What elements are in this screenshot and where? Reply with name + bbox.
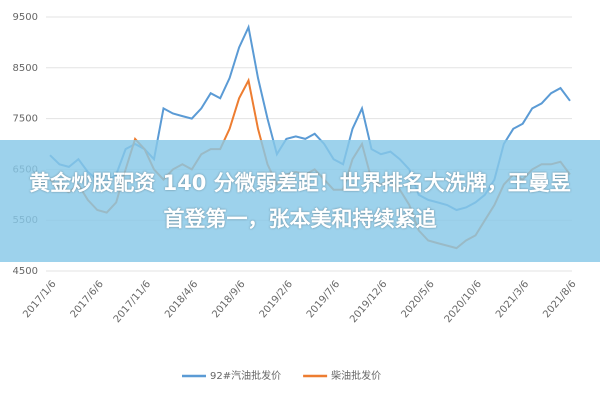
x-tick-label: 2020/5/6 (399, 279, 436, 320)
x-tick-label: 2019/2/6 (258, 279, 295, 320)
x-tick-label: 2018/9/6 (210, 279, 247, 320)
x-tick-label: 2017/1/6 (21, 279, 58, 320)
y-tick-label: 8500 (13, 63, 38, 74)
x-tick-label: 2021/8/6 (541, 279, 578, 320)
y-tick-label: 7500 (13, 114, 38, 125)
y-tick-label: 4500 (13, 266, 38, 277)
headline-banner: 黄金炒股配资 140 分微弱差距！世界排名大洗牌，王曼昱首登第一，张本美和持续紧… (0, 140, 600, 262)
x-tick-label: 2017/11/6 (112, 279, 153, 325)
x-tick-label: 2021/3/6 (494, 279, 531, 320)
legend-label: 柴油批发价 (331, 369, 381, 382)
x-tick-label: 2017/6/6 (69, 279, 106, 320)
headline: 黄金炒股配资 140 分微弱差距！世界排名大洗牌，王曼昱首登第一，张本美和持续紧… (29, 171, 571, 231)
x-tick-label: 2019/12/6 (348, 279, 389, 325)
x-tick-label: 2018/4/6 (163, 279, 200, 320)
x-tick-label: 2019/7/6 (305, 279, 342, 320)
x-tick-label: 2020/10/6 (443, 279, 484, 325)
legend-label: 92#汽油批发价 (210, 369, 281, 382)
y-tick-label: 9500 (13, 12, 38, 23)
